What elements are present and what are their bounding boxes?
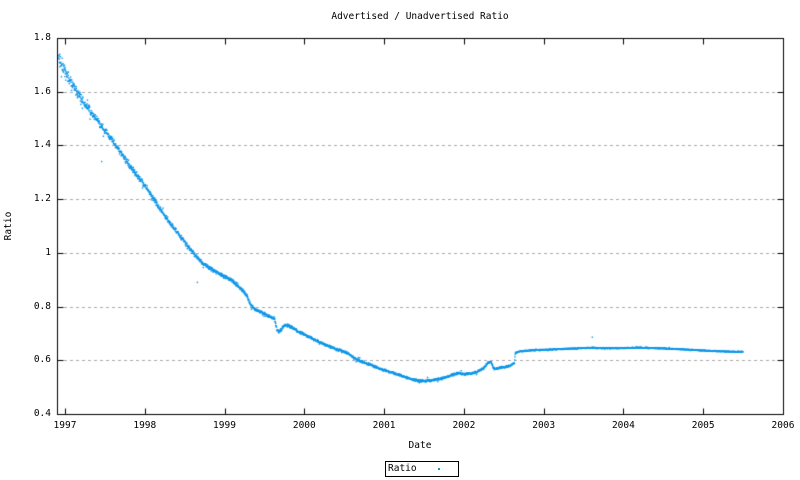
x-tick-label: 1999 xyxy=(213,420,236,431)
x-tick-label: 2000 xyxy=(292,420,316,431)
x-tick-label: 2001 xyxy=(372,420,396,431)
y-tick-label: 1.4 xyxy=(33,139,51,151)
legend: Ratio xyxy=(385,461,459,477)
x-tick-label: 1997 xyxy=(53,420,77,431)
x-axis-title: Date xyxy=(408,440,432,451)
y-tick-label: 1.6 xyxy=(33,85,51,97)
x-tick-label: 2006 xyxy=(771,420,795,431)
legend-dot-marker xyxy=(438,468,440,470)
chart-title: Advertised / Unadvertised Ratio xyxy=(331,11,509,22)
y-tick-label: 0.8 xyxy=(33,300,51,312)
y-tick-label: 1.2 xyxy=(33,193,51,205)
x-tick-label: 2005 xyxy=(691,420,715,431)
x-tick-label: 1998 xyxy=(133,420,157,431)
y-tick-label: 1 xyxy=(45,246,51,258)
y-tick-label: 1.8 xyxy=(33,32,51,43)
x-tick-label: 2004 xyxy=(611,420,635,431)
x-tick-label: 2002 xyxy=(452,420,476,431)
legend-label: Ratio xyxy=(388,463,417,474)
y-tick-label: 0.6 xyxy=(33,354,51,366)
x-tick-label: 2003 xyxy=(532,420,556,431)
y-tick-label: 0.4 xyxy=(33,408,51,419)
